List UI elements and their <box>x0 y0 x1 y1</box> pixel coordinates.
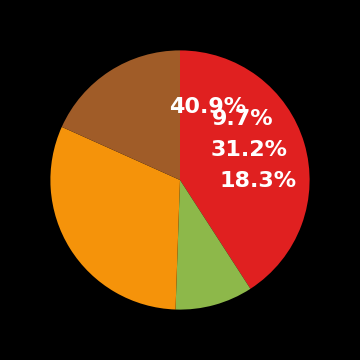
Text: 40.9%: 40.9% <box>168 97 246 117</box>
Wedge shape <box>62 50 180 180</box>
Text: 18.3%: 18.3% <box>219 171 296 191</box>
Wedge shape <box>180 50 310 289</box>
Text: 9.7%: 9.7% <box>212 108 274 129</box>
Text: 31.2%: 31.2% <box>210 140 287 160</box>
Wedge shape <box>50 127 180 310</box>
Wedge shape <box>176 180 251 310</box>
